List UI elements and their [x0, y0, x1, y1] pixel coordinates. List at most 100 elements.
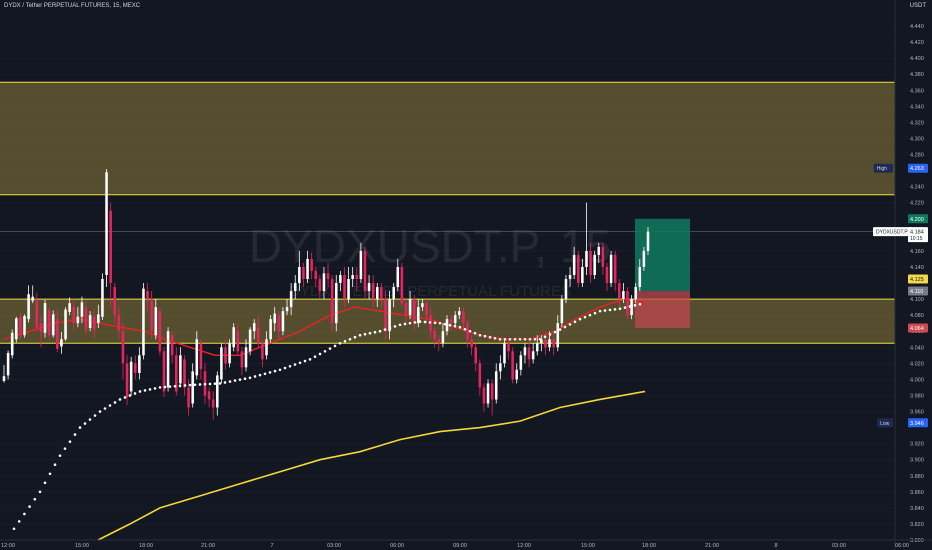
candle-body[interactable] — [392, 287, 395, 300]
candle-body[interactable] — [2, 376, 6, 381]
candle-body[interactable] — [257, 327, 260, 344]
candle-body[interactable] — [646, 231, 650, 251]
candle-body[interactable] — [216, 375, 219, 408]
candle-body[interactable] — [535, 343, 539, 352]
candle-body[interactable] — [183, 359, 186, 388]
candle-body[interactable] — [121, 331, 125, 364]
candle-body[interactable] — [88, 315, 92, 328]
candle-body[interactable] — [367, 283, 371, 292]
candle-body[interactable] — [515, 369, 519, 380]
candle-body[interactable] — [421, 303, 424, 308]
candle-body[interactable] — [80, 302, 84, 317]
candle-body[interactable] — [56, 319, 59, 349]
candle-body[interactable] — [39, 323, 43, 333]
candle-body[interactable] — [64, 309, 67, 340]
candle-body[interactable] — [273, 313, 276, 324]
candle-body[interactable] — [417, 307, 420, 324]
candle-body[interactable] — [252, 323, 256, 332]
candle-body[interactable] — [453, 315, 457, 324]
candle-body[interactable] — [244, 347, 248, 368]
candle-body[interactable] — [109, 210, 112, 284]
candle-body[interactable] — [60, 339, 63, 347]
candle-body[interactable] — [605, 266, 609, 284]
candle-body[interactable] — [404, 303, 408, 316]
candle-body[interactable] — [355, 275, 359, 280]
candle-body[interactable] — [425, 303, 428, 316]
candle-body[interactable] — [552, 339, 555, 348]
candle-body[interactable] — [466, 323, 469, 340]
candle-body[interactable] — [150, 299, 153, 332]
candle-body[interactable] — [175, 355, 178, 392]
candle-body[interactable] — [154, 307, 158, 336]
candle-body[interactable] — [626, 291, 629, 316]
candle-body[interactable] — [92, 316, 96, 330]
price-tag[interactable] — [908, 227, 928, 243]
candle-body[interactable] — [437, 339, 441, 344]
candle-body[interactable] — [97, 314, 100, 324]
candle-body[interactable] — [499, 363, 502, 372]
candle-body[interactable] — [125, 363, 129, 398]
candle-body[interactable] — [593, 254, 596, 275]
candle-body[interactable] — [458, 311, 461, 316]
candle-body[interactable] — [117, 315, 121, 332]
candle-body[interactable] — [412, 299, 416, 324]
price-tag[interactable] — [908, 214, 928, 224]
candle-body[interactable] — [158, 311, 162, 352]
candle-body[interactable] — [76, 316, 80, 324]
candle-body[interactable] — [531, 351, 535, 360]
candle-body[interactable] — [581, 266, 584, 284]
candle-body[interactable] — [503, 343, 506, 364]
candle-body[interactable] — [265, 339, 268, 356]
candle-body[interactable] — [314, 270, 318, 280]
candle-body[interactable] — [523, 347, 527, 356]
candle-body[interactable] — [224, 347, 227, 364]
candle-body[interactable] — [445, 319, 449, 332]
candle-body[interactable] — [363, 250, 367, 292]
candle-body[interactable] — [179, 355, 182, 384]
candle-body[interactable] — [638, 266, 642, 288]
candle-body[interactable] — [269, 319, 272, 340]
price-tag[interactable] — [908, 286, 928, 296]
candle-body[interactable] — [384, 299, 387, 332]
candle-body[interactable] — [51, 314, 55, 336]
candle-body[interactable] — [474, 347, 477, 364]
candle-body[interactable] — [23, 315, 26, 336]
candle-body[interactable] — [486, 383, 490, 404]
candle-body[interactable] — [622, 291, 625, 300]
candle-body[interactable] — [68, 303, 71, 312]
candle-body[interactable] — [376, 287, 379, 300]
candle-body[interactable] — [470, 339, 473, 348]
candle-body[interactable] — [441, 331, 445, 344]
candle-body[interactable] — [138, 355, 141, 373]
price-tag[interactable] — [908, 323, 928, 333]
candle-body[interactable] — [27, 294, 30, 320]
candle-body[interactable] — [207, 391, 211, 400]
candle-body[interactable] — [330, 279, 334, 324]
candle-body[interactable] — [609, 254, 613, 284]
candle-body[interactable] — [195, 339, 199, 376]
candle-body[interactable] — [371, 283, 375, 300]
candle-body[interactable] — [101, 279, 104, 317]
candle-body[interactable] — [162, 351, 166, 392]
candle-body[interactable] — [232, 327, 235, 348]
candle-body[interactable] — [15, 318, 18, 340]
candle-body[interactable] — [289, 291, 293, 308]
candle-body[interactable] — [343, 275, 346, 300]
candle-body[interactable] — [113, 287, 117, 316]
candle-body[interactable] — [408, 299, 412, 316]
candle-body[interactable] — [433, 331, 436, 340]
candle-body[interactable] — [248, 329, 252, 352]
candle-body[interactable] — [380, 287, 383, 300]
candle-body[interactable] — [19, 316, 22, 336]
candle-body[interactable] — [396, 266, 400, 288]
candle-body[interactable] — [133, 363, 137, 373]
candle-body[interactable] — [548, 339, 551, 348]
candle-body[interactable] — [519, 355, 523, 370]
candle-body[interactable] — [351, 275, 354, 280]
candle-body[interactable] — [527, 347, 531, 360]
candle-body[interactable] — [129, 361, 133, 392]
candle-body[interactable] — [142, 288, 145, 356]
candle-body[interactable] — [170, 335, 174, 356]
price-tag[interactable] — [908, 418, 928, 428]
